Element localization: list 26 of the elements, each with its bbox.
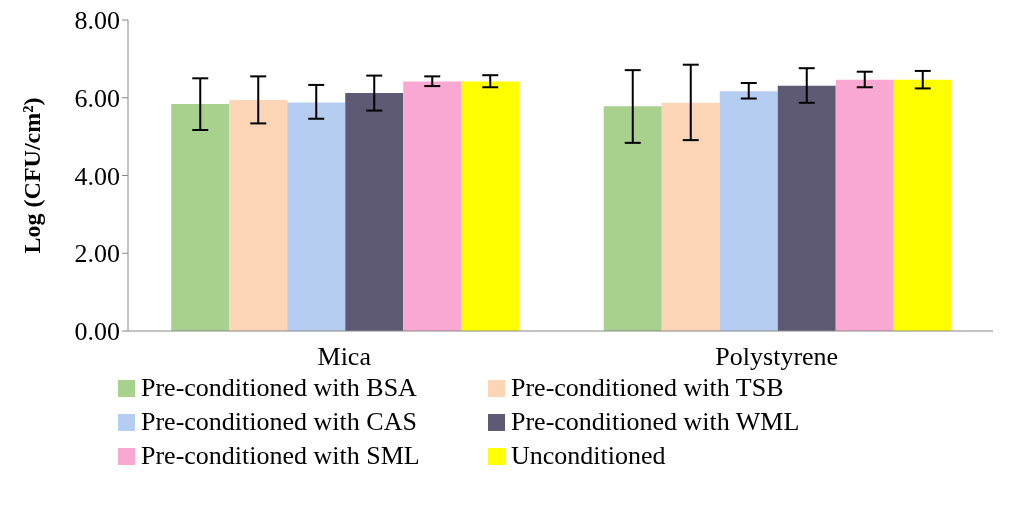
y-tick-label: 8.00 xyxy=(74,6,120,36)
y-tick-label: 6.00 xyxy=(74,83,120,113)
y-tick-label: 2.00 xyxy=(74,239,120,269)
legend-label: Pre-conditioned with TSB xyxy=(511,373,784,403)
bar xyxy=(777,85,836,331)
bar xyxy=(661,102,720,331)
y-tick-label: 4.00 xyxy=(74,161,120,191)
y-axis-title: Log (CFU/cm²) xyxy=(19,97,45,254)
x-tick-label: Mica xyxy=(317,342,372,372)
bar xyxy=(835,79,894,331)
bar xyxy=(719,91,778,331)
bar xyxy=(893,79,952,331)
bar xyxy=(171,103,230,331)
legend-label: Pre-conditioned with SML xyxy=(141,441,420,471)
legend-label: Pre-conditioned with WML xyxy=(511,407,800,437)
legend-label: Unconditioned xyxy=(511,441,666,471)
x-tick-label: Polystyrene xyxy=(715,342,839,372)
bar xyxy=(403,81,462,331)
bar xyxy=(345,93,404,331)
legend-label: Pre-conditioned with BSA xyxy=(141,373,417,403)
legend-label: Pre-conditioned with CAS xyxy=(141,407,417,437)
y-tick-label: 0.00 xyxy=(74,317,120,347)
bar xyxy=(229,100,288,331)
bar xyxy=(603,106,662,331)
bar xyxy=(461,81,520,331)
bar xyxy=(287,102,346,331)
